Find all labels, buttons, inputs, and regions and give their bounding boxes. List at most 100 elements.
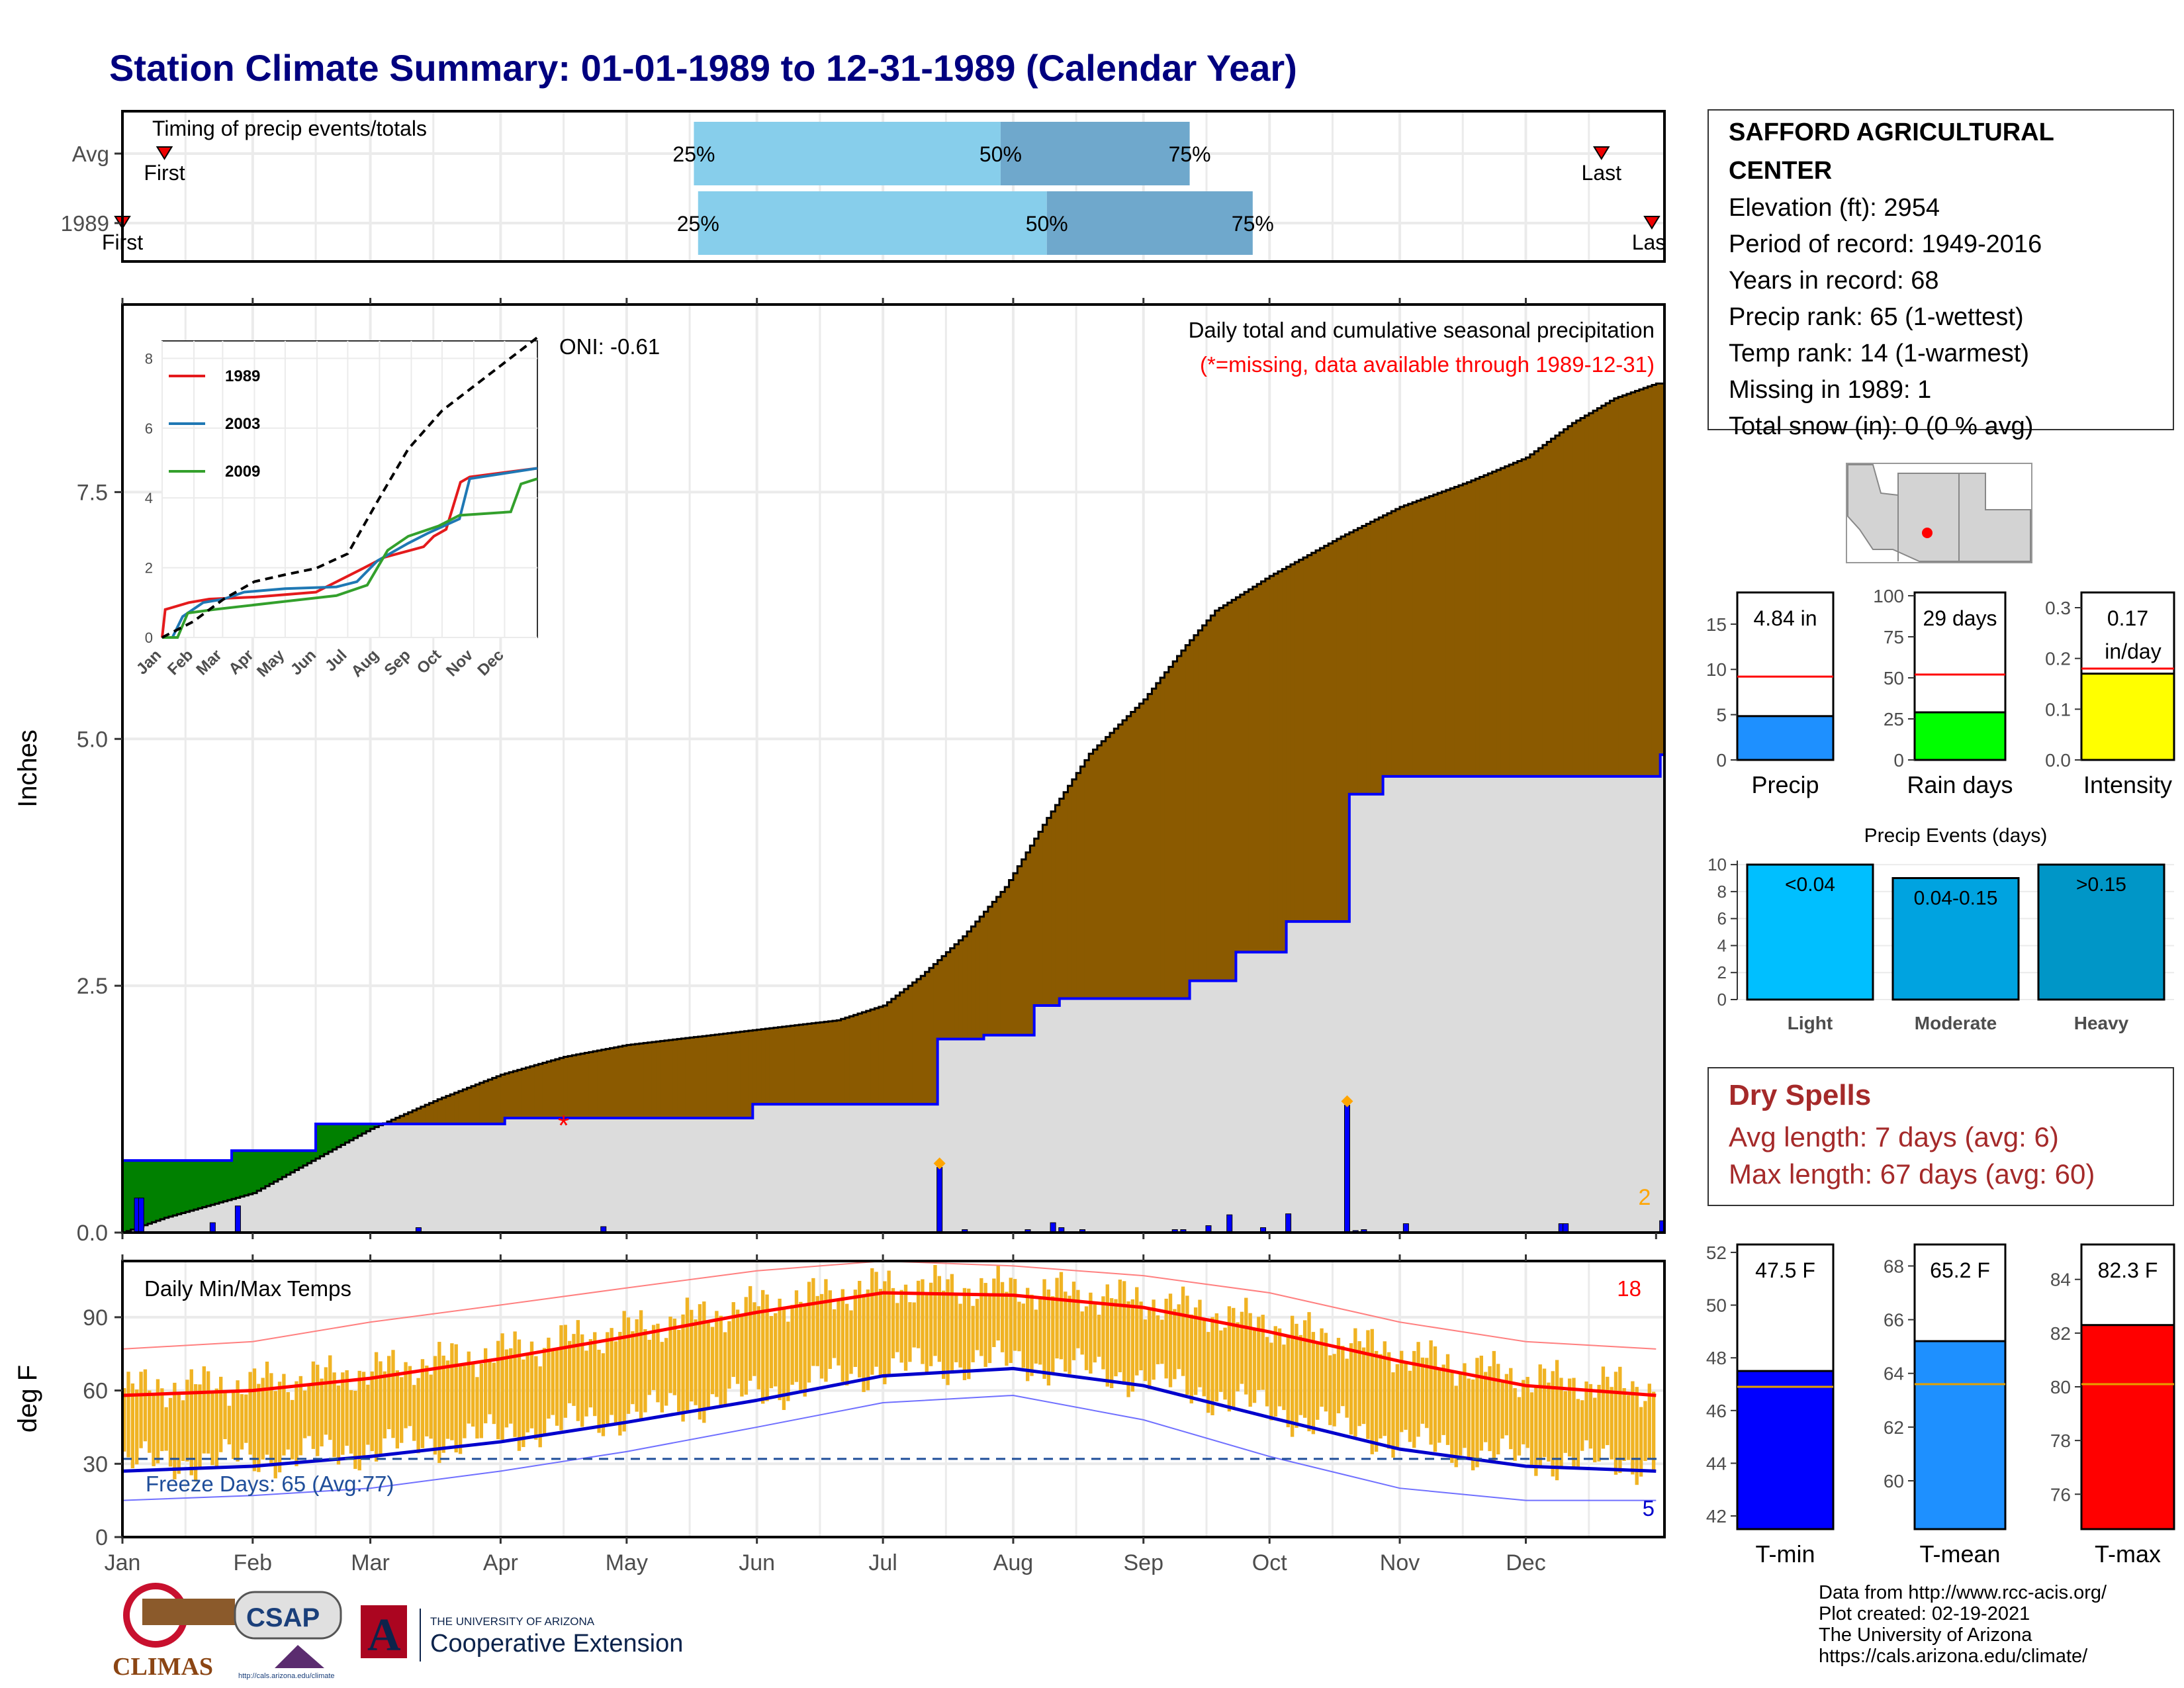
temp-day-bar xyxy=(1441,1364,1445,1435)
precip-base-bar xyxy=(878,1104,884,1233)
precip-base-bar xyxy=(361,1133,367,1233)
timing-last-marker xyxy=(1643,216,1661,230)
temp-day-bar xyxy=(383,1371,387,1438)
temp-day-bar xyxy=(277,1382,282,1473)
precip-diff-bar xyxy=(143,1160,148,1225)
station-elevation: Elevation (ft): 2954 xyxy=(1729,194,1940,222)
temp-day-bar xyxy=(139,1372,143,1448)
precip-diff-bar xyxy=(1244,592,1250,953)
temp-day-bar xyxy=(1454,1385,1458,1468)
temp-day-bar xyxy=(1139,1301,1143,1371)
precip-diff-bar xyxy=(1265,579,1270,953)
temp-day-bar xyxy=(967,1288,971,1380)
precip-base-bar xyxy=(597,1117,602,1233)
precip-base-bar xyxy=(336,1147,341,1233)
temp-day-bar xyxy=(899,1289,903,1363)
precip-base-bar xyxy=(408,1123,413,1233)
precip-diff-bar xyxy=(702,1036,707,1118)
precip-base-bar xyxy=(778,1104,783,1233)
temp-day-bar xyxy=(1328,1355,1332,1425)
temp-day-bar xyxy=(1252,1328,1257,1403)
precip-base-bar xyxy=(1584,776,1590,1233)
temp-day-bar xyxy=(933,1264,937,1356)
precip-summary-raindays-y-tick-label: 50 xyxy=(1884,668,1904,688)
precip-base-bar xyxy=(370,1129,375,1233)
temp-day-bar xyxy=(177,1393,181,1474)
precip-diff-bar xyxy=(1101,741,1107,999)
temp-day-bar xyxy=(311,1361,316,1449)
temp-day-bar xyxy=(1529,1392,1534,1466)
precip-base-bar xyxy=(1202,980,1207,1233)
precip-diff-bar xyxy=(651,1042,657,1118)
precip-base-bar xyxy=(1290,921,1295,1233)
temp-day-bar xyxy=(316,1364,320,1456)
precip-diff-bar xyxy=(782,1027,787,1105)
precip-diff-bar xyxy=(1496,469,1501,776)
precip-base-bar xyxy=(1631,776,1636,1233)
temp-day-bar xyxy=(135,1389,139,1465)
precip-base-bar xyxy=(1374,794,1379,1233)
temp-summary-tmean-value-text: 65.2 F xyxy=(1930,1258,1990,1282)
temp-day-bar xyxy=(1635,1387,1639,1485)
precip-diff-bar xyxy=(177,1160,182,1215)
temp-day-bar xyxy=(819,1293,824,1379)
precip-diff-bar xyxy=(223,1160,228,1201)
precip-base-bar xyxy=(273,1181,279,1233)
temp-day-bar xyxy=(1618,1366,1622,1474)
temp-day-bar xyxy=(962,1288,967,1380)
precip-diff-bar xyxy=(660,1041,665,1118)
temp-day-bar xyxy=(588,1338,593,1408)
precip-diff-bar xyxy=(1567,426,1572,776)
csap-mountain xyxy=(275,1645,324,1668)
temp-day-bar xyxy=(1471,1379,1475,1471)
footer-created: Plot created: 02-19-2021 xyxy=(1819,1603,2030,1624)
precip-base-bar xyxy=(584,1117,590,1233)
precip-summary-raindays-value-text: 29 days xyxy=(1923,606,1997,630)
precip-base-bar xyxy=(1227,980,1232,1233)
precip-diff-bar xyxy=(698,1036,703,1118)
precip-base-bar xyxy=(1471,776,1476,1233)
precip-base-bar xyxy=(437,1123,443,1233)
temp-summary-tmax-value-text: 82.3 F xyxy=(2098,1258,2158,1282)
precip-diff-bar xyxy=(1122,720,1127,999)
precip-diff-bar xyxy=(1089,753,1094,999)
precip-base-bar xyxy=(517,1117,522,1233)
temp-day-bar xyxy=(1408,1370,1412,1442)
temp-day-bar xyxy=(1567,1378,1572,1457)
temp-day-bar xyxy=(647,1340,651,1395)
inset-y-tick-label: 8 xyxy=(145,350,153,367)
precip-diff-bar xyxy=(748,1030,753,1118)
temp-day-bar xyxy=(336,1385,341,1465)
temp-day-bar xyxy=(349,1390,353,1454)
precip-base-bar xyxy=(748,1117,753,1233)
temp-day-bar xyxy=(244,1394,248,1443)
timing-row-label: Avg xyxy=(72,142,109,166)
temp-day-bar xyxy=(445,1360,450,1439)
precip-base-bar xyxy=(1181,998,1186,1233)
precip-diff-bar xyxy=(958,940,964,1039)
precip-diff-bar xyxy=(929,968,934,1105)
precip-diff-bar xyxy=(715,1034,720,1118)
precip-diff-bar xyxy=(1055,805,1060,1006)
precip-diff-bar xyxy=(942,956,946,1039)
events-bar xyxy=(2037,863,2165,1001)
precip-base-bar xyxy=(1383,776,1388,1233)
precip-diff-bar xyxy=(908,986,913,1105)
precip-diff-bar xyxy=(858,1013,862,1105)
precip-diff-bar xyxy=(445,1096,451,1124)
precip-base-bar xyxy=(807,1104,812,1233)
timing-quartile-label: 75% xyxy=(1169,142,1211,166)
precip-base-bar xyxy=(1240,952,1245,1233)
precip-diff-bar xyxy=(400,1115,404,1124)
precip-diff-bar xyxy=(496,1076,501,1124)
precip-base-bar xyxy=(269,1184,275,1233)
inset-legend-label: 2003 xyxy=(225,415,260,433)
precip-base-bar xyxy=(496,1123,501,1233)
ua-letter: A xyxy=(367,1610,401,1661)
precip-diff-bar xyxy=(232,1150,237,1199)
temp-day-bar xyxy=(1135,1287,1139,1376)
temp-day-bar xyxy=(395,1370,400,1449)
precip-diff-bar xyxy=(295,1150,300,1170)
temp-day-bar xyxy=(1105,1284,1109,1387)
precip-diff-bar xyxy=(647,1042,653,1118)
